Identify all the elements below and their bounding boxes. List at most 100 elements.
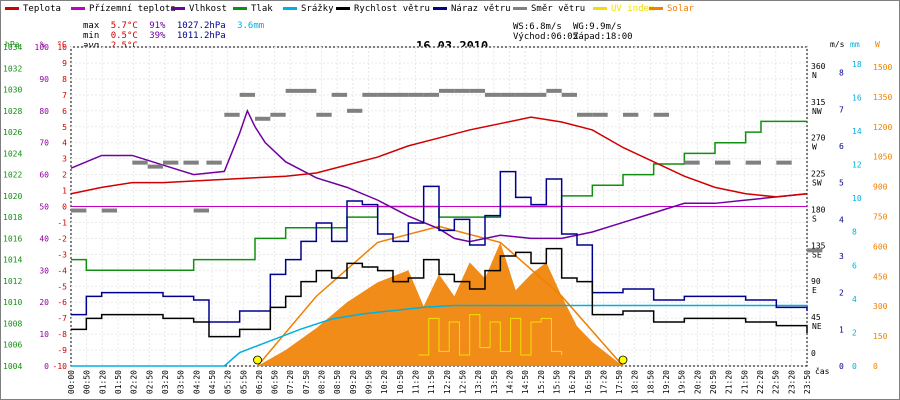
series-wind-gust [71,170,808,323]
axis-w-tick: 300 [873,302,888,311]
axis-degc-tick: 0 [62,203,67,212]
x-tick-label: 00:50 [83,370,92,394]
axis-w-unit: W [875,40,880,49]
axis-dir-label: NE [812,322,822,331]
axis-dir-tick: 135 [811,241,826,250]
x-tick-label: 09:50 [365,370,374,394]
axis-mm-tick: 14 [852,127,862,136]
axis-dir-tick: 90 [811,277,821,286]
wind-dir-mark [132,160,148,165]
axis-mm-tick: 2 [852,328,857,337]
stats-min-temp: 0.5°C [110,31,138,41]
wind-dir-mark [101,208,117,213]
series-rain [71,304,807,367]
axis-hpa-tick: 1010 [3,298,22,307]
axis-ms-tick: 3 [839,252,844,261]
axis-mm-tick: 8 [852,228,857,237]
stats-avg-label: avg [83,41,100,51]
axis-degc-tick: 4 [62,139,67,148]
x-tick-label: 06:50 [271,370,280,394]
legend-item: Srážky [283,3,334,15]
axis-ms-tick: 6 [839,142,844,151]
wind-dir-mark [807,248,823,253]
wind-dir-mark [408,92,424,97]
axis-hpa-tick: 1022 [3,171,22,180]
axis-dir-tick: 360 [811,62,826,71]
wind-dir-mark [147,164,163,169]
wind-dir-mark [776,160,792,165]
legend-label: Solar [667,4,695,14]
wind-dir-mark [745,160,761,165]
legend-item: Tlak [233,3,273,15]
legend-swatch [71,7,85,10]
x-tick-label: 04:20 [192,370,201,394]
stats-max-label: max [83,21,100,31]
axis-dir-label: SE [812,250,822,259]
legend-label: Náraz větru [451,4,511,14]
stats-min-press: 1011.2hPa [176,31,226,41]
x-tick-label: 20:20 [693,370,702,394]
axis-hpa-tick: 1026 [3,128,22,137]
legend-swatch [336,7,350,10]
legend-item: Solar [649,3,694,15]
x-tick-label: 03:50 [177,370,186,394]
axis-dir-tick: 0 [811,349,816,358]
legend-swatch [233,7,247,10]
axis-degc-tick: 9 [62,59,67,68]
x-tick-label: 08:20 [318,370,327,394]
wind-dir-mark [347,108,363,113]
axis-dir-label: SW [812,179,822,188]
stats-wg: WG:9.9m/s [573,22,622,32]
axis-mm-tick: 4 [852,295,857,304]
legend-label: Teplota [23,4,61,14]
legend-swatch [5,7,19,10]
legend-swatch [283,7,297,10]
stats-max-rain: 3.6mm [237,21,265,31]
wind-dir-mark [301,88,317,93]
wind-dir-mark [316,112,332,117]
x-tick-label: 10:50 [396,370,405,394]
x-tick-label: 19:20 [662,370,671,394]
legend-swatch [171,7,185,10]
axis-pct-tick: 30 [39,266,49,275]
axis-mm-tick: 18 [852,60,862,69]
axis-mm-tick: 12 [852,161,862,170]
axis-dir-tick: 225 [811,170,826,179]
axis-pct-unit: % [40,40,45,49]
legend-label: Srážky [301,4,334,14]
stats-sunset: Západ:18:00 [573,32,633,42]
axis-hpa-unit: hPa [5,40,20,49]
x-tick-label: 07:20 [286,370,295,394]
x-tick-label: 00:00 [67,370,76,394]
x-tick-label: 15:50 [552,370,561,394]
axis-degc-tick: -3 [57,250,67,259]
x-tick-label: 13:20 [474,370,483,394]
wind-dir-mark [224,112,240,117]
axis-w-tick: 1200 [873,123,892,132]
axis-pct-tick: 100 [35,43,50,52]
wind-dir-mark [531,92,547,97]
x-tick-label: 04:50 [208,370,217,394]
stats-max-press: 1027.2hPa [176,21,226,31]
stats-avg-temp: 2.5°C [110,41,138,51]
sun-marker [253,355,262,365]
x-tick-label: 12:20 [443,370,452,394]
series-solar-area [257,242,623,366]
x-tick-label: 19:50 [678,370,687,394]
x-tick-label: 10:20 [380,370,389,394]
series-wind-speed [71,247,808,338]
wind-dir-mark [255,116,271,121]
legend-label: Směr větru [531,4,586,14]
axis-pct-tick: 20 [39,298,49,307]
x-tick-label: 17:50 [615,370,624,394]
axis-hpa-tick: 1024 [3,149,22,158]
x-tick-label: 18:50 [646,370,655,394]
x-tick-label: 02:50 [145,370,154,394]
legend-item: Vlhkost [171,3,227,15]
x-tick-label: 18:20 [631,370,640,394]
axis-degc-tick: 7 [62,91,67,100]
x-tick-label: 23:20 [787,370,796,394]
axis-dir-label: S [812,214,817,223]
axis-mm-tick: 6 [852,261,857,270]
